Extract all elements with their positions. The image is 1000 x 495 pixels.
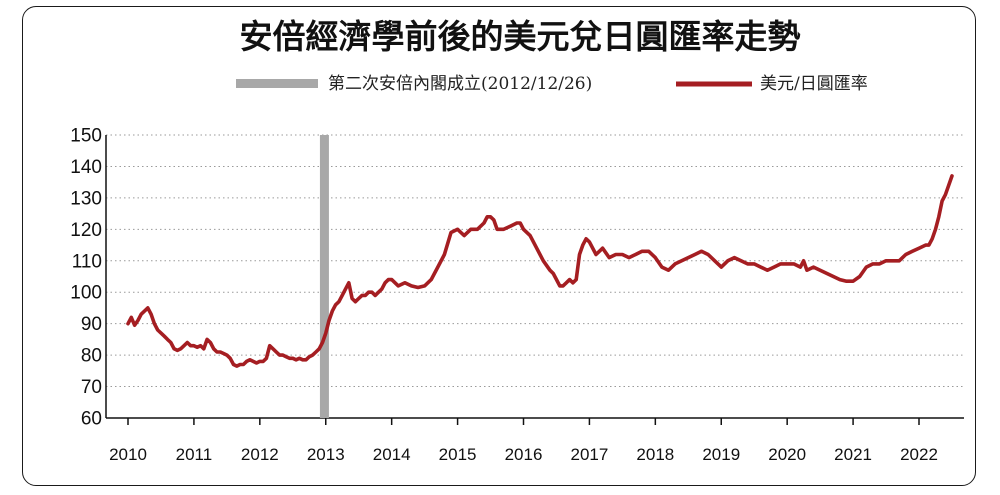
x-tick-label: 2013 (307, 445, 345, 464)
x-tick-label: 2021 (834, 445, 872, 464)
y-tick-label: 110 (72, 251, 102, 272)
x-tick-label: 2020 (768, 445, 806, 464)
legend-marker-label: 第二次安倍內閣成立(2012/12/26) (328, 74, 592, 94)
y-tick-label: 140 (70, 157, 102, 178)
title-group: 安倍經濟學前後的美元兌日圓匯率走勢 (240, 17, 801, 56)
y-tick-label: 90 (81, 314, 102, 335)
y-tick-label: 70 (81, 377, 102, 398)
y-tick-label: 120 (70, 220, 102, 241)
x-tick-label: 2017 (571, 445, 609, 464)
plot-area: 150 140 130 120 110 100 90 80 70 60 2010 2011 2012 20… (70, 126, 964, 464)
x-tick-label: 2022 (900, 445, 938, 464)
y-tick-label: 150 (70, 126, 102, 147)
x-tick-label: 2011 (176, 445, 213, 464)
x-tick-label: 2018 (636, 445, 674, 464)
y-tick-label: 60 (81, 409, 102, 430)
series-line-usd-jpy (126, 174, 954, 368)
x-tick-label: 2014 (373, 445, 411, 464)
y-tick-label: 80 (81, 346, 102, 367)
abe-cabinet-marker-bar (319, 135, 329, 418)
x-tick-label: 2015 (439, 445, 477, 464)
x-tick-label: 2016 (505, 445, 543, 464)
legend-marker-swatch (236, 79, 318, 88)
chart-title: 安倍經濟學前後的美元兌日圓匯率走勢 (240, 17, 801, 56)
legend: 第二次安倍內閣成立(2012/12/26) 美元/日圓匯率 (236, 74, 868, 94)
x-tick-label: 2012 (241, 445, 279, 464)
x-tick-label: 2019 (702, 445, 740, 464)
y-tick-label: 130 (70, 188, 102, 209)
x-tick-label: 2010 (109, 445, 147, 464)
y-tick-label: 100 (70, 283, 102, 304)
legend-series-label: 美元/日圓匯率 (760, 74, 868, 94)
chart-card (22, 6, 976, 486)
